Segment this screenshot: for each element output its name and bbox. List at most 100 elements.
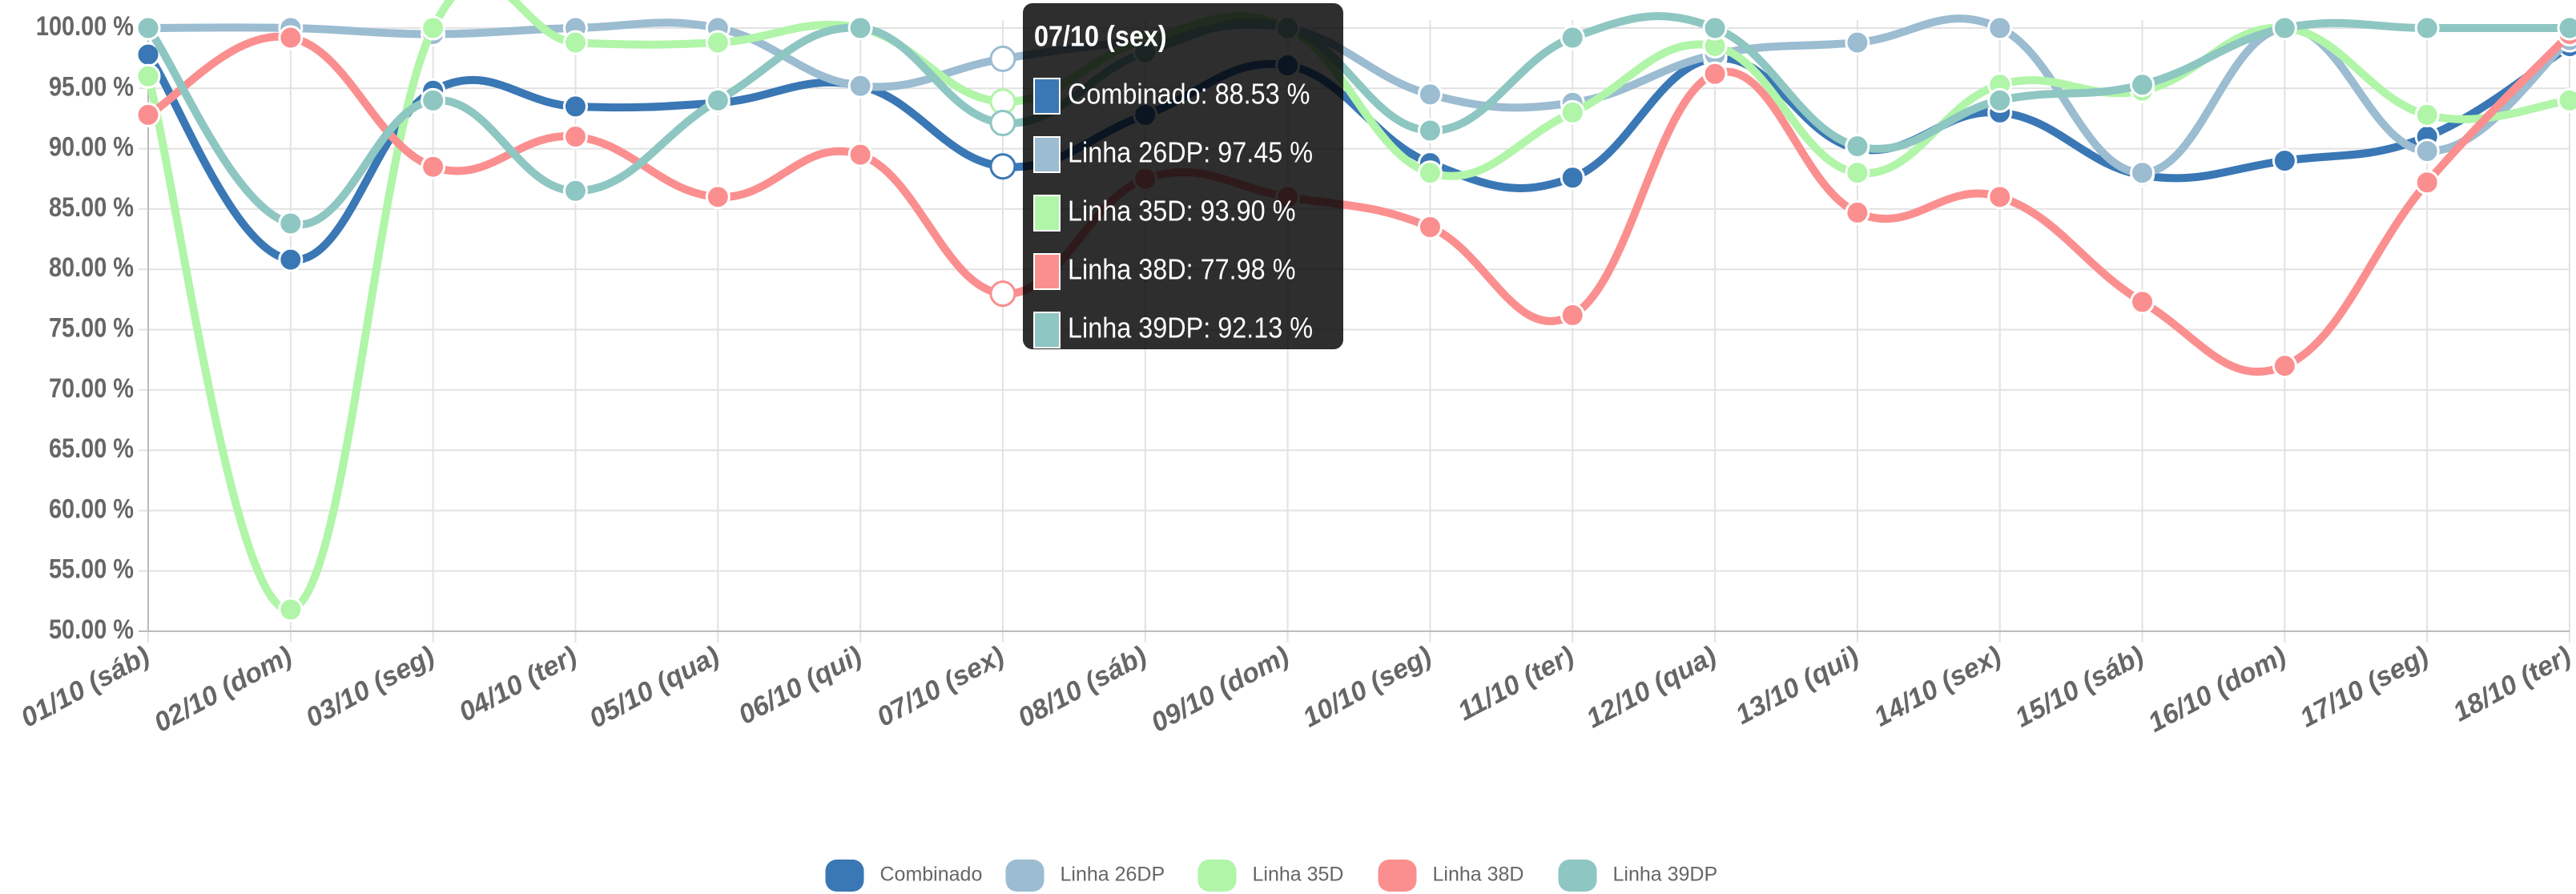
data-point [1987, 15, 2013, 41]
data-point [135, 102, 161, 127]
data-point [989, 153, 1016, 180]
x-tick-label: 02/10 (dom) [149, 640, 297, 738]
data-point [278, 597, 304, 622]
data-point [1417, 214, 1443, 240]
tooltip-line: Linha 26DP: 97.45 % [1068, 137, 1313, 169]
x-tick-label: 08/10 (sáb) [1013, 640, 1152, 733]
data-point [421, 154, 446, 179]
y-tick-label: 60.00 % [49, 493, 134, 524]
data-point [2130, 289, 2155, 315]
x-tick-label: 14/10 (sex) [1869, 640, 2006, 732]
data-point [2557, 87, 2576, 113]
y-tick-label: 95.00 % [49, 70, 134, 102]
y-tick-label: 75.00 % [49, 312, 134, 343]
data-point [1702, 15, 1728, 41]
data-point [1987, 87, 2013, 113]
tooltip-swatch [1033, 253, 1061, 290]
legend-label: Combinado [880, 864, 983, 886]
legend-swatch [1197, 860, 1237, 892]
data-point [2414, 102, 2440, 127]
data-point [135, 15, 161, 41]
tooltip-line: Linha 35D: 93.90 % [1068, 195, 1296, 228]
tooltip-swatch [1033, 136, 1061, 173]
data-point [1560, 25, 1585, 50]
data-point [2272, 353, 2297, 379]
data-point [278, 247, 304, 272]
y-tick-label: 65.00 % [49, 433, 134, 464]
x-tick-label: 13/10 (qui) [1731, 640, 1864, 731]
y-tick-label: 100.00 % [36, 10, 134, 42]
x-tick-label: 06/10 (qui) [734, 640, 867, 731]
x-tick-label: 12/10 (qua) [1581, 640, 1721, 734]
data-point [989, 45, 1016, 72]
data-point [562, 94, 588, 119]
x-tick-label: 09/10 (dom) [1146, 640, 1294, 738]
data-point [847, 73, 873, 99]
x-tick-label: 16/10 (dom) [2143, 640, 2292, 738]
legend: Combinado Linha 26DP Linha 35D Linha 38D Lin… [825, 860, 1718, 892]
data-point [1560, 302, 1585, 328]
x-tick-label: 10/10 (seg) [1298, 640, 1436, 733]
data-point [1560, 165, 1585, 191]
tooltip-title: 07/10 (sex) [1034, 21, 1167, 53]
data-point [562, 178, 588, 203]
data-point [1417, 160, 1443, 186]
data-point [135, 63, 161, 89]
data-point [421, 15, 446, 41]
data-point [847, 142, 873, 167]
data-point [562, 30, 588, 55]
legend-swatch [1378, 860, 1417, 892]
x-tick-label: 18/10 (ter) [2448, 640, 2576, 727]
data-point [562, 124, 588, 150]
tooltip-swatch [1033, 195, 1061, 232]
y-tick-label: 80.00 % [49, 252, 134, 283]
x-tick-label: 17/10 (seg) [2295, 640, 2433, 733]
legend-swatch [825, 860, 864, 892]
legend-label: Linha 26DP [1061, 864, 1165, 886]
data-point [847, 15, 873, 41]
data-point [1417, 118, 1443, 143]
legend-swatch [1005, 860, 1044, 892]
x-tick-label: 03/10 (seg) [301, 640, 440, 733]
x-tick-label: 05/10 (qua) [585, 640, 725, 734]
data-point [989, 280, 1016, 308]
data-point [1845, 134, 1870, 159]
legend-label: Linha 39DP [1613, 864, 1718, 886]
tooltip-line: Combinado: 88.53 % [1068, 79, 1310, 111]
data-point [705, 184, 731, 210]
data-point [989, 110, 1016, 137]
data-point [2414, 15, 2440, 41]
legend-label: Linha 38D [1433, 864, 1524, 886]
data-point [1702, 61, 1728, 87]
x-tick-label: 07/10 (sex) [872, 640, 1009, 732]
data-point [2414, 170, 2440, 195]
data-point [1417, 82, 1443, 107]
data-point [421, 87, 446, 113]
data-point [2272, 15, 2297, 41]
data-point [2557, 15, 2576, 41]
data-point [2414, 139, 2440, 164]
data-point [705, 87, 731, 113]
x-tick-label: 11/10 (ter) [1453, 640, 1579, 727]
data-point [278, 211, 304, 236]
data-point [1987, 184, 2013, 210]
data-point [1560, 99, 1585, 125]
data-point [705, 30, 731, 55]
y-tick-label: 90.00 % [49, 131, 134, 162]
x-tick-label: 15/10 (sáb) [2010, 640, 2148, 733]
x-tick-label: 01/10 (sáb) [16, 640, 155, 733]
data-point [2130, 72, 2155, 98]
tooltip: 07/10 (sex) Combinado: 88.53 % Linha 26DP:… [1023, 3, 1343, 349]
y-tick-label: 85.00 % [49, 191, 134, 223]
tooltip-swatch [1033, 312, 1061, 348]
y-tick-label: 70.00 % [49, 372, 134, 404]
data-point [1845, 160, 1870, 186]
data-point [1845, 30, 1870, 55]
data-point [278, 25, 304, 50]
tooltip-swatch [1033, 78, 1061, 115]
x-tick-label: 04/10 (ter) [454, 640, 582, 727]
legend-swatch [1558, 860, 1597, 892]
y-tick-label: 55.00 % [49, 553, 134, 584]
